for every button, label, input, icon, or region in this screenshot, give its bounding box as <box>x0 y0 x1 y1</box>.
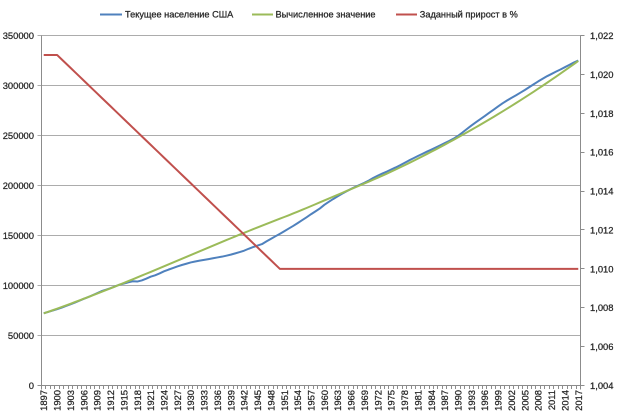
svg-text:1,020: 1,020 <box>590 69 613 80</box>
svg-text:2005: 2005 <box>519 390 530 411</box>
svg-text:1897: 1897 <box>38 390 49 411</box>
svg-text:1936: 1936 <box>212 390 223 411</box>
svg-text:1,006: 1,006 <box>590 341 613 352</box>
svg-text:1912: 1912 <box>105 390 116 411</box>
svg-text:1906: 1906 <box>78 390 89 411</box>
svg-text:350000: 350000 <box>3 30 34 41</box>
svg-text:1960: 1960 <box>319 390 330 411</box>
svg-text:2011: 2011 <box>546 390 557 410</box>
svg-text:1909: 1909 <box>92 390 103 411</box>
svg-text:1918: 1918 <box>132 390 143 411</box>
svg-text:2014: 2014 <box>559 390 570 411</box>
svg-text:1948: 1948 <box>265 390 276 411</box>
svg-text:1942: 1942 <box>239 390 250 411</box>
svg-text:2017: 2017 <box>573 390 584 411</box>
svg-text:1963: 1963 <box>332 390 343 411</box>
svg-text:0: 0 <box>29 380 34 391</box>
svg-text:150000: 150000 <box>3 230 34 241</box>
svg-text:1987: 1987 <box>439 390 450 411</box>
svg-text:1981: 1981 <box>412 390 423 411</box>
svg-text:2002: 2002 <box>506 390 517 411</box>
svg-text:1915: 1915 <box>118 390 129 411</box>
svg-text:1951: 1951 <box>279 390 290 411</box>
svg-text:1939: 1939 <box>225 390 236 411</box>
svg-text:200000: 200000 <box>3 180 34 191</box>
svg-text:1,008: 1,008 <box>590 302 613 313</box>
svg-text:1927: 1927 <box>172 390 183 411</box>
svg-text:1966: 1966 <box>346 390 357 411</box>
svg-text:300000: 300000 <box>3 80 34 91</box>
svg-text:1984: 1984 <box>426 390 437 411</box>
svg-text:1,010: 1,010 <box>590 263 613 274</box>
svg-text:1903: 1903 <box>65 390 76 411</box>
svg-text:1900: 1900 <box>52 390 63 411</box>
svg-text:1972: 1972 <box>372 390 383 411</box>
svg-text:1993: 1993 <box>466 390 477 411</box>
svg-text:1,016: 1,016 <box>590 147 613 158</box>
svg-text:100000: 100000 <box>3 280 34 291</box>
svg-text:1,022: 1,022 <box>590 30 613 41</box>
svg-text:1957: 1957 <box>306 390 317 411</box>
svg-text:1975: 1975 <box>386 390 397 411</box>
svg-text:1,004: 1,004 <box>590 380 613 391</box>
svg-text:1999: 1999 <box>493 390 504 411</box>
svg-text:250000: 250000 <box>3 130 34 141</box>
svg-text:1954: 1954 <box>292 390 303 411</box>
svg-text:1,014: 1,014 <box>590 186 613 197</box>
svg-text:1996: 1996 <box>479 390 490 411</box>
svg-text:1924: 1924 <box>159 390 170 411</box>
svg-text:Текущее население США: Текущее население США <box>125 10 234 20</box>
svg-text:1930: 1930 <box>185 390 196 411</box>
svg-text:2008: 2008 <box>533 390 544 411</box>
svg-text:1990: 1990 <box>453 390 464 411</box>
svg-text:1969: 1969 <box>359 390 370 411</box>
svg-text:1,012: 1,012 <box>590 224 613 235</box>
svg-text:Заданный прирост в %: Заданный прирост в % <box>420 10 518 20</box>
svg-text:1921: 1921 <box>145 390 156 411</box>
svg-text:1933: 1933 <box>199 390 210 411</box>
svg-text:Вычисленное значение: Вычисленное значение <box>276 10 376 20</box>
svg-text:1945: 1945 <box>252 390 263 411</box>
svg-text:50000: 50000 <box>8 330 34 341</box>
svg-text:1,018: 1,018 <box>590 108 613 119</box>
svg-text:1978: 1978 <box>399 390 410 411</box>
